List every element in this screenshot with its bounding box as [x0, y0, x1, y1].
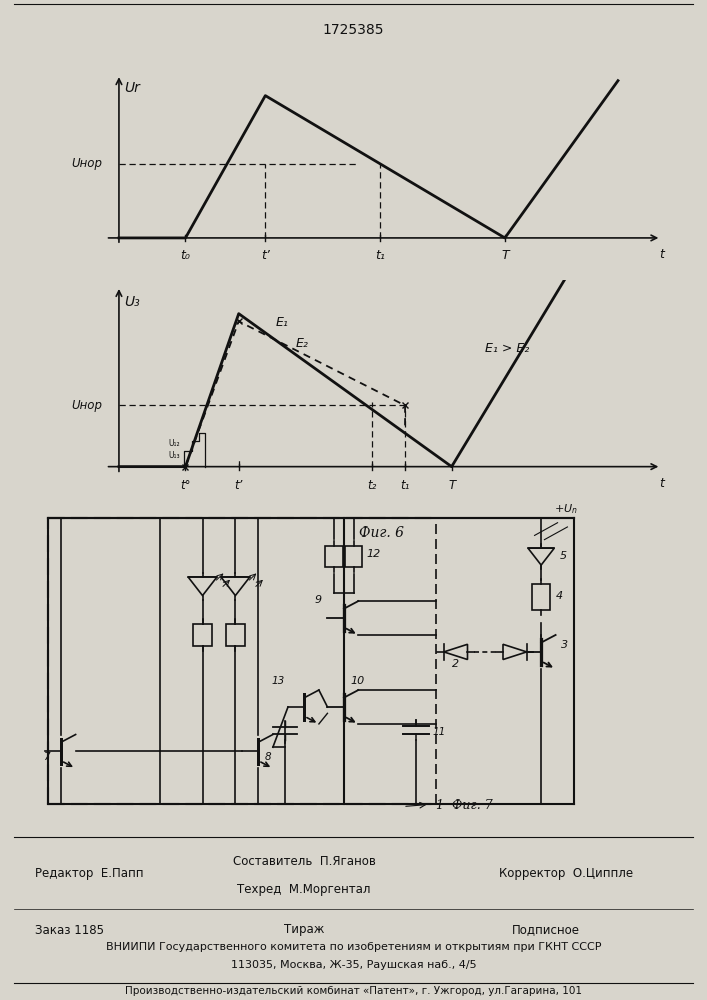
Bar — [532, 584, 550, 610]
Text: ВНИИПИ Государственного комитета по изобретениям и открытиям при ГКНТ СССР: ВНИИПИ Государственного комитета по изоб… — [106, 942, 601, 952]
Text: U₁₂: U₁₂ — [168, 439, 180, 448]
Bar — [345, 546, 362, 567]
Text: 3: 3 — [561, 640, 568, 650]
Text: U₃: U₃ — [124, 295, 140, 309]
Text: 4: 4 — [556, 591, 563, 601]
Text: t₁: t₁ — [400, 479, 410, 492]
Text: Редактор  Е.Папп: Редактор Е.Папп — [35, 867, 144, 880]
Text: t₂: t₂ — [367, 479, 377, 492]
Text: 12: 12 — [367, 549, 381, 559]
Text: Тираж: Тираж — [284, 924, 325, 936]
Text: 11: 11 — [433, 727, 446, 737]
Text: Фиг. 6: Фиг. 6 — [359, 526, 404, 540]
Text: 7: 7 — [42, 752, 49, 762]
Text: Подписное: Подписное — [512, 924, 580, 936]
Text: Производственно-издательский комбинат «Патент», г. Ужгород, ул.Гагарина, 101: Производственно-издательский комбинат «П… — [125, 986, 582, 996]
Text: t’: t’ — [261, 249, 270, 262]
Text: E₂: E₂ — [296, 337, 308, 350]
Text: t: t — [659, 248, 664, 261]
Text: t: t — [659, 477, 664, 490]
Text: 8: 8 — [265, 752, 271, 762]
Text: t₀: t₀ — [180, 249, 190, 262]
Text: 2: 2 — [452, 659, 460, 669]
Text: 5: 5 — [559, 551, 567, 561]
Text: Ur: Ur — [124, 81, 140, 95]
Text: 113035, Москва, Ж-35, Раушская наб., 4/5: 113035, Москва, Ж-35, Раушская наб., 4/5 — [230, 960, 477, 970]
Text: E₁: E₁ — [275, 316, 288, 329]
Text: 10: 10 — [351, 676, 365, 686]
Text: t°: t° — [180, 479, 191, 492]
Text: U₁₃: U₁₃ — [168, 451, 180, 460]
Text: 1  Фиг. 7: 1 Фиг. 7 — [436, 799, 493, 812]
Text: Техред  М.Моргентал: Техред М.Моргентал — [238, 883, 370, 896]
Bar — [226, 624, 245, 646]
Text: Заказ 1185: Заказ 1185 — [35, 924, 105, 936]
Bar — [325, 546, 343, 567]
Bar — [193, 624, 211, 646]
Text: Составитель  П.Яганов: Составитель П.Яганов — [233, 855, 375, 868]
Text: Корректор  О.Циппле: Корректор О.Циппле — [498, 867, 633, 880]
Text: T: T — [501, 249, 509, 262]
Text: t’: t’ — [235, 479, 243, 492]
Text: +$U_n$: +$U_n$ — [554, 503, 578, 516]
Text: 1725385: 1725385 — [323, 23, 384, 37]
Text: Фиг. 5: Фиг. 5 — [359, 290, 404, 304]
Text: Uнор: Uнор — [71, 399, 103, 412]
Text: t₁: t₁ — [375, 249, 385, 262]
Text: 13: 13 — [271, 676, 285, 686]
Text: T: T — [448, 479, 455, 492]
Text: E₁ > E₂: E₁ > E₂ — [485, 342, 529, 355]
Text: 9: 9 — [315, 595, 322, 605]
Text: Uнор: Uнор — [71, 157, 103, 170]
